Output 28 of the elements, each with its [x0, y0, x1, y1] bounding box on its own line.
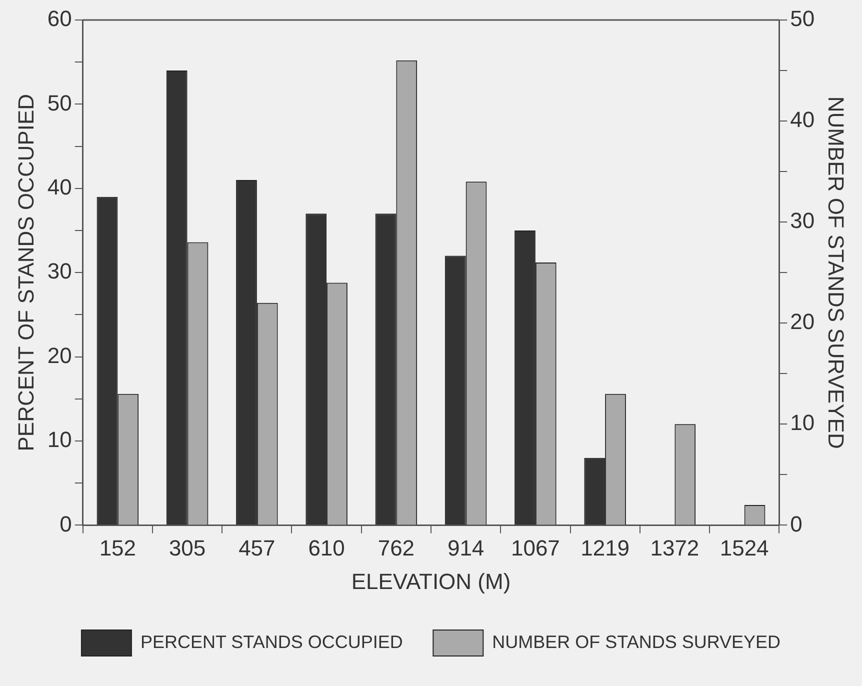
y-tick-label: 10	[47, 427, 72, 452]
y2-tick-label: 10	[790, 410, 815, 436]
legend-label: NUMBER OF STANDS SURVEYED	[492, 632, 781, 652]
x-tick-label: 1219	[580, 535, 630, 560]
y-tick-label: 60	[47, 6, 72, 32]
x-tick-label: 1372	[650, 535, 700, 560]
x-axis-title: ELEVATION (M)	[351, 568, 511, 594]
y-tick-label: 20	[47, 342, 72, 368]
x-tick-label: 610	[308, 535, 345, 560]
x-tick-label: 1067	[510, 535, 560, 560]
y2-tick-label: 20	[790, 309, 815, 334]
x-tick-label: 152	[99, 535, 136, 560]
y-axis-title: PERCENT OF STANDS OCCUPIED	[13, 94, 38, 452]
x-tick-label: 914	[447, 535, 484, 560]
y2-tick-label: 40	[790, 107, 815, 132]
x-tick-label: 305	[168, 535, 206, 560]
y2-tick-label: 50	[790, 6, 815, 32]
y-tick-label: 40	[47, 174, 72, 200]
x-tick-label: 762	[378, 535, 415, 560]
x-tick-label: 1524	[720, 535, 769, 560]
y-tick-label: 50	[47, 90, 72, 116]
y2-tick-label: 0	[790, 511, 802, 536]
y-tick-label: 0	[60, 511, 72, 536]
legend-label: PERCENT STANDS OCCUPIED	[140, 632, 403, 652]
x-tick-label: 457	[238, 535, 276, 560]
y2-tick-label: 30	[790, 208, 815, 234]
y-tick-label: 30	[47, 258, 72, 284]
y2-axis-title: NUMBER OF STANDS SURVEYED	[824, 96, 849, 449]
